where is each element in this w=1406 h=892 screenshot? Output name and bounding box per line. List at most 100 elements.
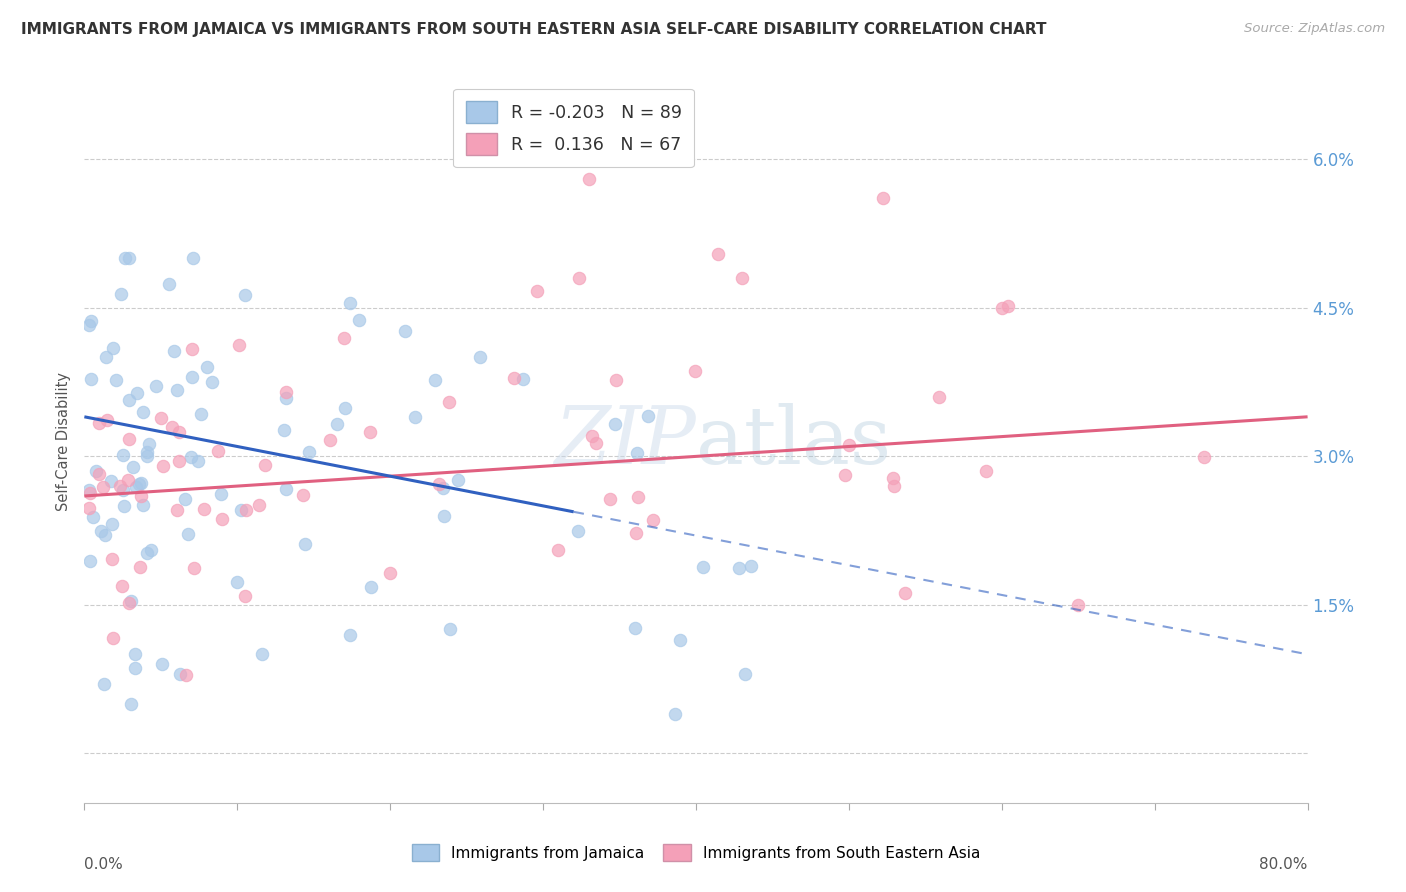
- Text: ZIP: ZIP: [554, 403, 696, 480]
- Point: [111, 448, 134, 462]
- Point: [404, 410, 426, 425]
- Point: [394, 324, 416, 338]
- Y-axis label: Self-Care Disability: Self-Care Disability: [56, 372, 72, 511]
- Point: [740, 558, 762, 573]
- Point: [141, 542, 163, 557]
- Point: [731, 271, 754, 285]
- Point: [77, 500, 100, 515]
- Point: [319, 433, 342, 447]
- Point: [86, 464, 108, 478]
- Point: [160, 420, 183, 434]
- Text: 80.0%: 80.0%: [1260, 857, 1308, 872]
- Point: [838, 437, 860, 451]
- Text: Source: ZipAtlas.com: Source: ZipAtlas.com: [1244, 22, 1385, 36]
- Point: [623, 621, 645, 635]
- Point: [599, 492, 621, 507]
- Text: atlas: atlas: [696, 402, 891, 481]
- Point: [581, 429, 603, 443]
- Point: [439, 622, 461, 636]
- Point: [108, 478, 131, 492]
- Point: [226, 574, 249, 589]
- Point: [128, 559, 150, 574]
- Point: [276, 391, 298, 405]
- Point: [668, 633, 690, 648]
- Point: [100, 552, 122, 566]
- Point: [80, 313, 103, 327]
- Point: [928, 390, 950, 404]
- Point: [274, 482, 297, 496]
- Point: [135, 546, 157, 560]
- Point: [339, 295, 361, 310]
- Point: [77, 483, 100, 497]
- Point: [110, 287, 132, 301]
- Point: [894, 586, 917, 600]
- Point: [423, 373, 446, 387]
- Point: [585, 436, 607, 450]
- Point: [235, 503, 257, 517]
- Point: [578, 172, 600, 186]
- Point: [87, 467, 110, 481]
- Point: [333, 401, 356, 415]
- Point: [637, 409, 659, 424]
- Point: [87, 416, 110, 430]
- Point: [228, 337, 250, 351]
- Point: [128, 476, 150, 491]
- Point: [100, 516, 122, 531]
- Point: [526, 284, 548, 298]
- Point: [254, 458, 277, 473]
- Point: [111, 579, 134, 593]
- Point: [93, 677, 115, 691]
- Point: [207, 443, 229, 458]
- Point: [181, 252, 204, 266]
- Point: [145, 378, 167, 392]
- Point: [974, 465, 997, 479]
- Text: IMMIGRANTS FROM JAMAICA VS IMMIGRANTS FROM SOUTH EASTERN ASIA SELF-CARE DISABILI: IMMIGRANTS FROM JAMAICA VS IMMIGRANTS FR…: [21, 22, 1046, 37]
- Point: [233, 589, 256, 603]
- Point: [132, 498, 155, 512]
- Point: [149, 410, 172, 425]
- Point: [433, 508, 456, 523]
- Point: [567, 524, 589, 539]
- Point: [157, 277, 180, 292]
- Point: [114, 252, 136, 266]
- Point: [138, 437, 160, 451]
- Point: [131, 405, 153, 419]
- Point: [127, 386, 149, 401]
- Point: [166, 502, 188, 516]
- Point: [333, 330, 356, 344]
- Point: [77, 318, 100, 333]
- Point: [378, 566, 401, 580]
- Point: [229, 502, 252, 516]
- Point: [190, 407, 212, 421]
- Point: [124, 660, 146, 674]
- Point: [135, 449, 157, 463]
- Point: [187, 454, 209, 468]
- Point: [169, 667, 191, 681]
- Point: [233, 287, 256, 301]
- Point: [707, 247, 730, 261]
- Point: [692, 560, 714, 574]
- Point: [105, 373, 128, 387]
- Point: [90, 524, 112, 538]
- Point: [103, 631, 125, 645]
- Point: [91, 480, 114, 494]
- Point: [163, 344, 186, 359]
- Point: [883, 479, 905, 493]
- Point: [432, 481, 454, 495]
- Point: [325, 417, 347, 432]
- Point: [872, 191, 894, 205]
- Point: [118, 393, 141, 408]
- Point: [734, 667, 756, 681]
- Point: [247, 498, 270, 512]
- Point: [727, 560, 749, 574]
- Point: [664, 706, 686, 721]
- Point: [547, 543, 569, 558]
- Point: [122, 460, 145, 475]
- Point: [1192, 450, 1215, 464]
- Point: [112, 483, 135, 497]
- Point: [96, 351, 118, 365]
- Point: [294, 536, 316, 550]
- Point: [167, 425, 190, 439]
- Point: [349, 313, 371, 327]
- Point: [274, 384, 297, 399]
